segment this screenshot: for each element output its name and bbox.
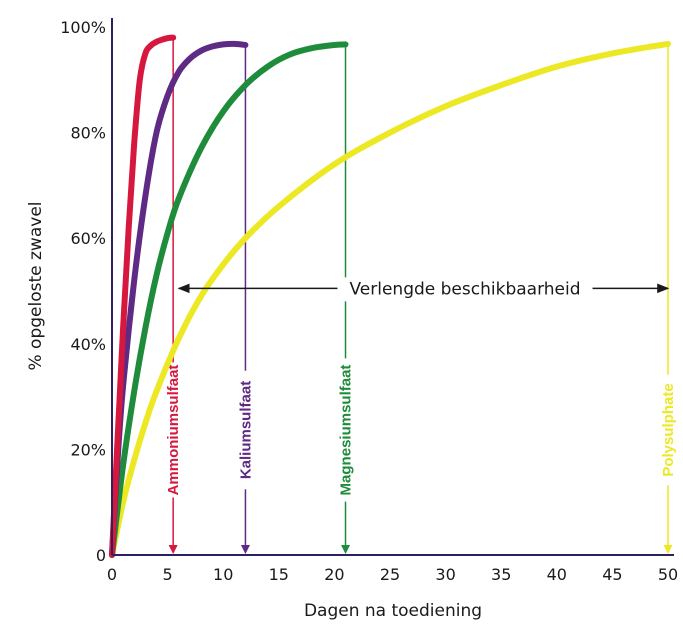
x-tick-label: 20 <box>324 565 344 584</box>
release-arrow-ammoniumsulfaat <box>168 545 178 554</box>
series-line-magnesiumsulfaat <box>109 41 349 558</box>
y-axis-label: % opgeloste zwavel <box>26 202 46 371</box>
x-tick-label: 45 <box>602 565 622 584</box>
x-axis-label: Dagen na toediening <box>304 601 482 621</box>
x-tick-label: 25 <box>380 565 400 584</box>
release-markers: Ammoniumsulfaat Kaliumsulfaat Magnesiumsul… <box>165 37 677 554</box>
annotation-text: Verlengde beschikbaarheid <box>349 279 580 299</box>
y-tick-label: 0 <box>96 546 106 565</box>
release-label-kaliumsulfaat: Kaliumsulfaat <box>237 381 254 479</box>
release-arrow-magnesiumsulfaat <box>341 545 351 554</box>
tick-labels: 0 5 10 15 20 25 30 35 40 45 50 0 20% 40% 60% 80% 100% <box>60 18 678 584</box>
x-tick-label: 30 <box>435 565 455 584</box>
x-tick-label: 0 <box>107 565 117 584</box>
availability-annotation: Verlengde beschikbaarheid <box>177 277 670 302</box>
release-arrow-kaliumsulfaat <box>240 545 250 554</box>
release-label-magnesiumsulfaat: Magnesiumsulfaat <box>338 365 355 496</box>
x-tick-label: 35 <box>491 565 511 584</box>
release-label-ammoniumsulfaat: Ammoniumsulfaat <box>165 365 182 496</box>
x-tick-label: 15 <box>269 565 289 584</box>
series-line-polysulphate <box>109 40 671 558</box>
y-tick-label: 100% <box>60 18 106 37</box>
x-tick-label: 40 <box>547 565 567 584</box>
annotation-background <box>343 277 587 302</box>
y-tick-label: 80% <box>70 124 106 143</box>
y-tick-label: 20% <box>70 440 106 459</box>
x-tick-label: 5 <box>163 565 173 584</box>
release-arrow-polysulphate <box>663 545 673 554</box>
release-label-polysulphate: Polysulphate <box>660 383 677 476</box>
axes <box>111 18 674 556</box>
series-line-ammoniumsulfaat <box>109 34 177 558</box>
y-tick-label: 40% <box>70 335 106 354</box>
x-tick-label: 50 <box>658 565 678 584</box>
x-tick-label: 10 <box>213 565 233 584</box>
series-lines <box>109 34 671 558</box>
y-tick-label: 60% <box>70 229 106 248</box>
